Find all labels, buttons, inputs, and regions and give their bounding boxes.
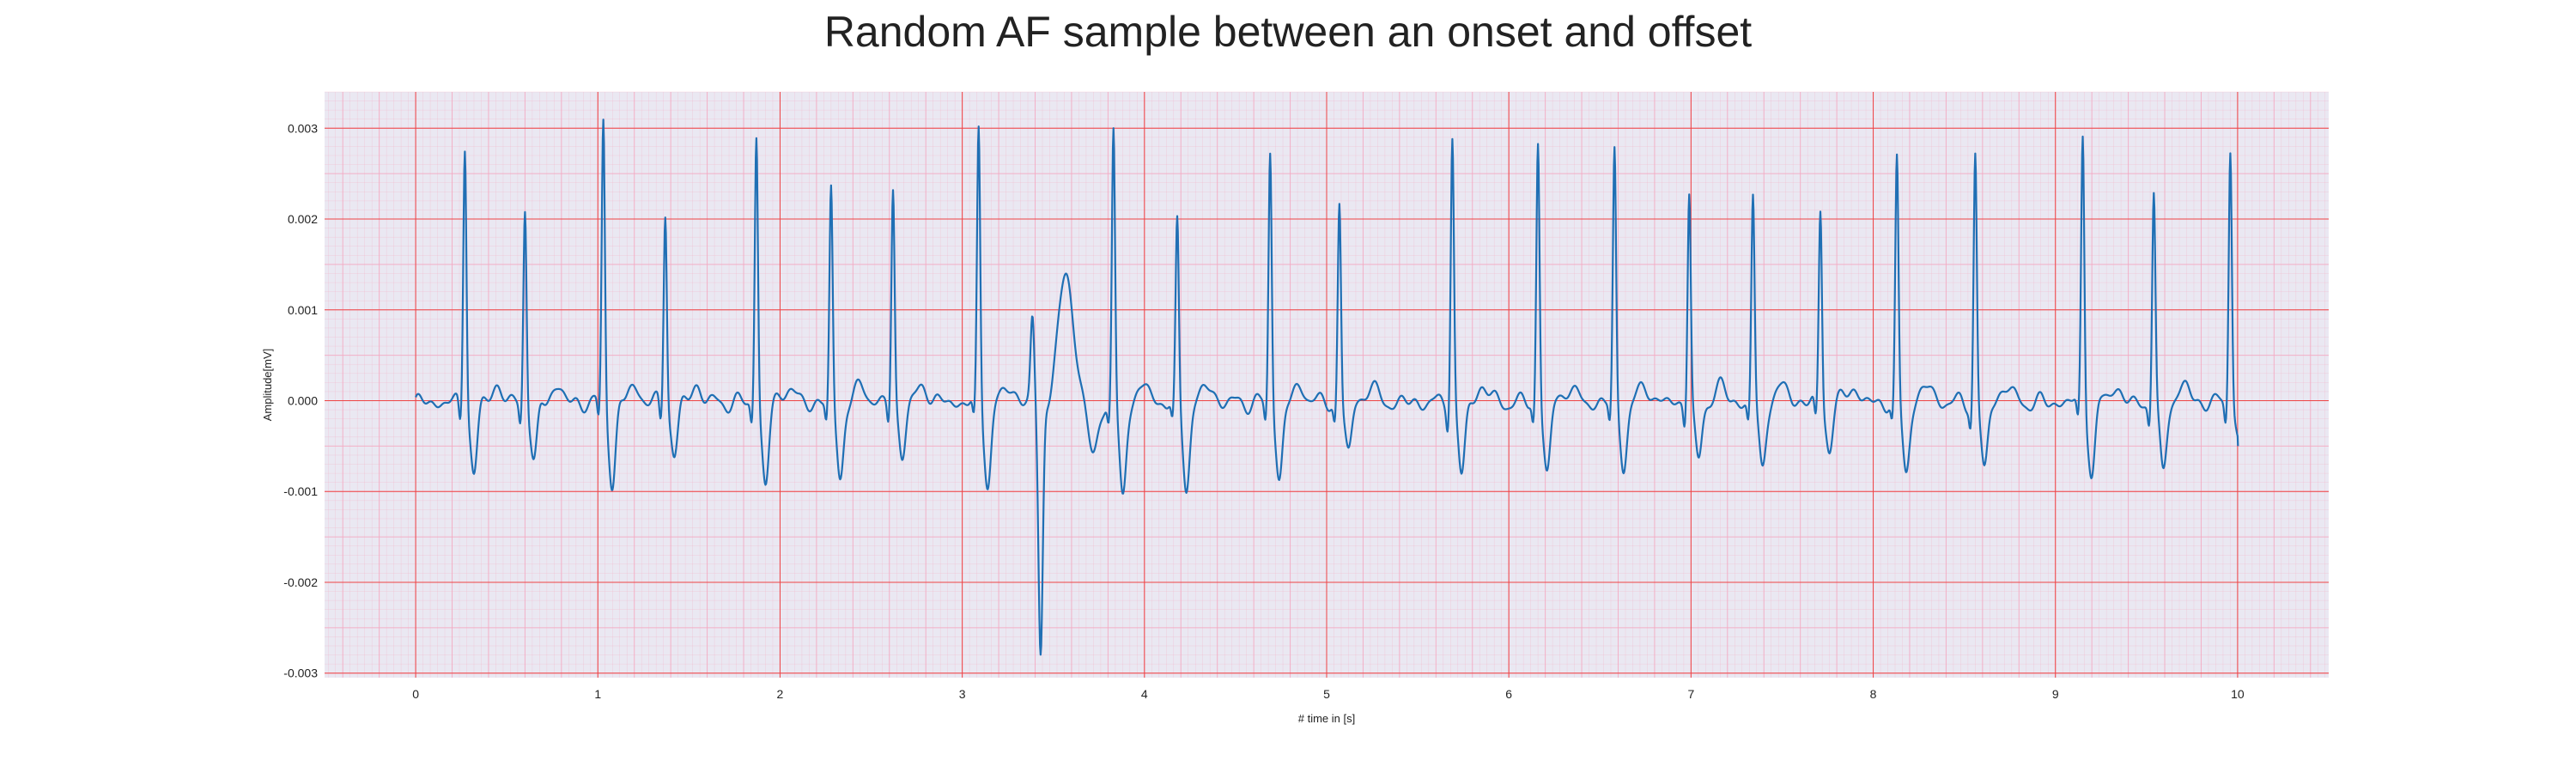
x-tick-label: 0 xyxy=(412,687,419,701)
y-tick-label: 0.000 xyxy=(288,394,318,408)
y-tick-label: -0.001 xyxy=(283,484,318,498)
x-tick-label: 10 xyxy=(2231,687,2245,701)
major-grid xyxy=(325,92,2329,678)
x-tick-label: 9 xyxy=(2052,687,2059,701)
y-tick-label: -0.002 xyxy=(283,575,318,589)
x-tick-label: 2 xyxy=(777,687,784,701)
x-axis-label: # time in [s] xyxy=(1298,712,1355,725)
x-tick-label: 7 xyxy=(1687,687,1694,701)
y-axis-label: Amplitude[mV] xyxy=(261,349,274,422)
x-tick-label: 6 xyxy=(1505,687,1512,701)
y-tick-label: 0.003 xyxy=(288,121,318,135)
x-axis-ticks: 0 1 2 3 4 5 6 7 8 9 10 xyxy=(412,687,2245,701)
y-tick-label: -0.003 xyxy=(283,666,318,680)
series-layer xyxy=(415,119,2239,656)
x-tick-label: 1 xyxy=(594,687,601,701)
chart-title: Random AF sample between an onset and of… xyxy=(823,8,1753,56)
x-tick-label: 8 xyxy=(1870,687,1877,701)
x-tick-label: 4 xyxy=(1141,687,1148,701)
y-axis-ticks: -0.003 -0.002 -0.001 0.000 0.001 0.002 0.003 xyxy=(283,121,318,679)
x-tick-label: 3 xyxy=(959,687,966,701)
ecg-signal-line xyxy=(415,119,2239,656)
y-tick-label: 0.001 xyxy=(288,303,318,317)
y-tick-label: 0.002 xyxy=(288,212,318,226)
x-tick-label: 5 xyxy=(1323,687,1330,701)
